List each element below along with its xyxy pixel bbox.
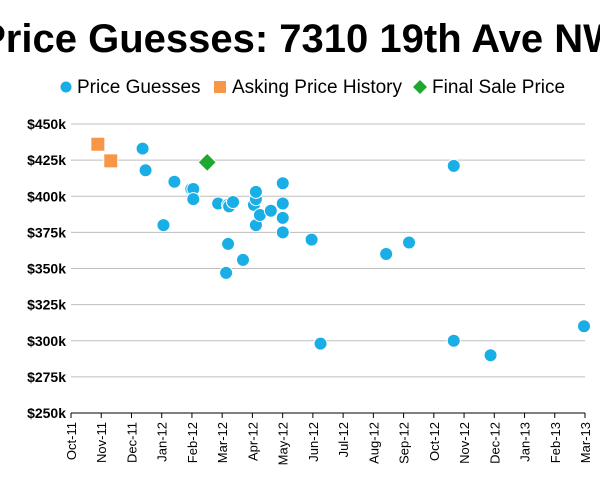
grid bbox=[71, 123, 585, 378]
legend-label-final-sale: Final Sale Price bbox=[432, 77, 565, 98]
x-tick-label: Feb-13 bbox=[548, 422, 563, 463]
price-guess-point bbox=[156, 218, 171, 233]
price-guess-point bbox=[446, 333, 461, 348]
x-tick-label: Jan-13 bbox=[518, 422, 533, 462]
y-tick-label: $425k bbox=[27, 152, 66, 168]
x-tick-label: Apr-12 bbox=[245, 422, 260, 461]
price-guess-point bbox=[138, 163, 153, 178]
y-tick-label: $400k bbox=[27, 188, 66, 204]
legend-marker-price-guesses bbox=[60, 81, 72, 93]
y-tick-label: $275k bbox=[27, 369, 66, 385]
legend-marker-final-sale bbox=[413, 80, 427, 94]
legend-label-price-guesses: Price Guesses bbox=[77, 77, 201, 98]
x-tick-label: Feb-12 bbox=[185, 422, 200, 463]
price-guess-point bbox=[235, 252, 250, 267]
price-guess-point bbox=[483, 348, 498, 363]
price-guess-point bbox=[135, 141, 150, 156]
x-tick-label: Jun-12 bbox=[306, 422, 321, 462]
x-tick-label: Sep-12 bbox=[397, 422, 412, 464]
price-guess-point bbox=[226, 195, 241, 210]
price-guess-point bbox=[186, 192, 201, 207]
x-tick-label: Jul-12 bbox=[336, 422, 351, 457]
legend-marker-asking-price bbox=[214, 81, 226, 93]
price-guess-point bbox=[248, 184, 263, 199]
x-tick-label: Nov-11 bbox=[94, 422, 109, 463]
x-tick-label: Oct-11 bbox=[64, 422, 79, 460]
price-guess-point bbox=[275, 196, 290, 211]
y-tick-label: $375k bbox=[27, 224, 66, 240]
price-guess-point bbox=[402, 235, 417, 250]
x-tick-label: Dec-11 bbox=[124, 422, 139, 463]
y-axis-ticks: $250k $275k $300k $325k $350k $375k $400k $425k… bbox=[27, 116, 66, 421]
x-tick-label: May-12 bbox=[276, 422, 291, 465]
price-guess-point bbox=[304, 232, 319, 247]
x-tick-label: Nov-12 bbox=[457, 422, 472, 464]
final-sale-point bbox=[197, 152, 217, 172]
price-guess-point bbox=[379, 247, 394, 262]
price-guess-point bbox=[275, 210, 290, 225]
price-guess-point bbox=[219, 265, 234, 280]
x-tick-label: Mar-12 bbox=[215, 422, 230, 463]
x-tick-label: Jan-12 bbox=[155, 422, 170, 462]
price-guess-point bbox=[221, 236, 236, 251]
legend-label-asking-price: Asking Price History bbox=[232, 77, 402, 98]
price-guess-point bbox=[313, 336, 328, 351]
x-tick-label: Aug-12 bbox=[366, 422, 381, 464]
asking-price-point bbox=[103, 153, 119, 169]
asking-price-point bbox=[90, 136, 106, 152]
price-guess-point bbox=[167, 174, 182, 189]
x-tick-label: Mar-13 bbox=[578, 422, 593, 463]
y-tick-label: $450k bbox=[27, 116, 66, 132]
price-guess-point bbox=[446, 158, 461, 173]
y-tick-label: $350k bbox=[27, 261, 66, 277]
x-tick-label: Oct-12 bbox=[427, 422, 442, 461]
price-guess-point bbox=[263, 203, 278, 218]
price-guess-point bbox=[577, 319, 592, 334]
price-guess-point bbox=[275, 225, 290, 240]
chart-title: Price Guesses: 7310 19th Ave NW bbox=[0, 17, 600, 61]
price-guess-point bbox=[275, 176, 290, 191]
y-tick-label: $325k bbox=[27, 297, 66, 313]
y-tick-label: $300k bbox=[27, 333, 66, 349]
x-axis-ticks: Oct-11 Nov-11 Dec-11 Jan-12 Feb-12 Mar-12 Apr-… bbox=[64, 413, 593, 465]
x-tick-label: Dec-12 bbox=[487, 422, 502, 464]
data-points bbox=[90, 136, 592, 363]
y-tick-label: $250k bbox=[27, 405, 66, 421]
legend: Price Guesses Asking Price History Final… bbox=[60, 77, 565, 98]
